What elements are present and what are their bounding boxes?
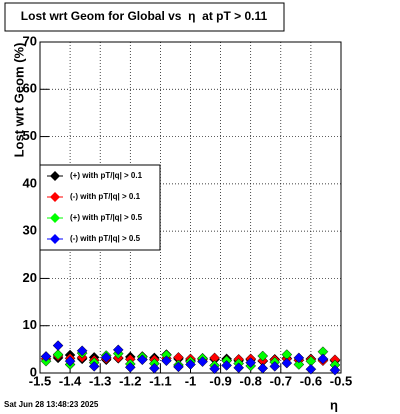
data-point <box>100 352 112 363</box>
x-tick-label: -0.6 <box>300 373 322 388</box>
y-tick-label: 60 <box>23 81 37 96</box>
data-point <box>197 356 208 368</box>
y-tick-label: 10 <box>23 317 37 332</box>
data-point <box>245 357 257 368</box>
x-tick-label: -1.1 <box>149 373 171 388</box>
data-point <box>185 359 196 370</box>
legend-marker <box>50 192 60 202</box>
legend-label: (+) with pT/|q| > 0.5 <box>70 213 143 222</box>
data-point <box>317 353 329 365</box>
title-box <box>4 2 285 32</box>
data-point <box>257 362 269 374</box>
data-point <box>173 361 184 373</box>
legend-label: (-) with pT/|q| > 0.5 <box>70 234 141 243</box>
x-tick-label: -1.3 <box>89 373 111 388</box>
data-point <box>329 364 341 376</box>
data-point <box>161 355 172 367</box>
timestamp: Sat Jun 28 13:48:23 2025 <box>4 400 99 409</box>
data-point <box>293 352 305 364</box>
y-tick-label: 20 <box>23 270 37 285</box>
y-tick-label: 0 <box>30 364 37 379</box>
y-tick-label: 50 <box>23 128 37 143</box>
data-point <box>209 363 220 375</box>
data-point <box>233 362 245 374</box>
data-point <box>52 340 64 351</box>
legend-marker <box>50 213 60 223</box>
data-point <box>257 350 269 362</box>
x-tick-label: -1.2 <box>119 373 141 388</box>
x-tick-label: -0.8 <box>239 373 261 388</box>
legend-box <box>39 164 161 251</box>
legend-label: (+) with pT/|q| > 0.1 <box>70 171 143 180</box>
data-point <box>293 359 305 370</box>
x-tick-label: -1.4 <box>59 373 82 388</box>
y-tick-label: 30 <box>23 223 37 238</box>
data-point <box>221 360 232 371</box>
legend-label: (-) with pT/|q| > 0.1 <box>70 192 141 201</box>
legend-marker <box>50 171 60 181</box>
data-point <box>281 357 293 369</box>
x-tick-label: -1.5 <box>29 373 51 388</box>
data-point <box>305 363 317 375</box>
data-point <box>136 354 148 366</box>
data-point <box>52 349 64 360</box>
y-tick-label: 40 <box>23 175 37 190</box>
y-axis-label: Lost wrt Geom (%) <box>11 43 26 158</box>
data-point <box>88 361 100 372</box>
data-point <box>269 361 281 372</box>
data-point <box>124 361 136 373</box>
x-tick-label: -1 <box>185 373 197 388</box>
x-axis-label: η <box>330 397 338 412</box>
x-tick-label: -0.7 <box>270 373 292 388</box>
legend: (+) with pT/|q| > 0.1 (-) with pT/|q| > 0… <box>39 164 161 251</box>
y-tick-label: 70 <box>23 33 37 48</box>
data-point <box>149 362 160 374</box>
data-point <box>40 351 52 362</box>
data-point <box>112 344 124 356</box>
x-tick-label: -0.9 <box>209 373 231 388</box>
x-tick-label: -0.5 <box>330 373 352 388</box>
data-point <box>64 355 76 367</box>
data-point <box>76 345 88 357</box>
chart-title: Lost wrt Geom for Global vs η at pT > 0.… <box>21 9 268 23</box>
legend-marker <box>50 234 60 244</box>
